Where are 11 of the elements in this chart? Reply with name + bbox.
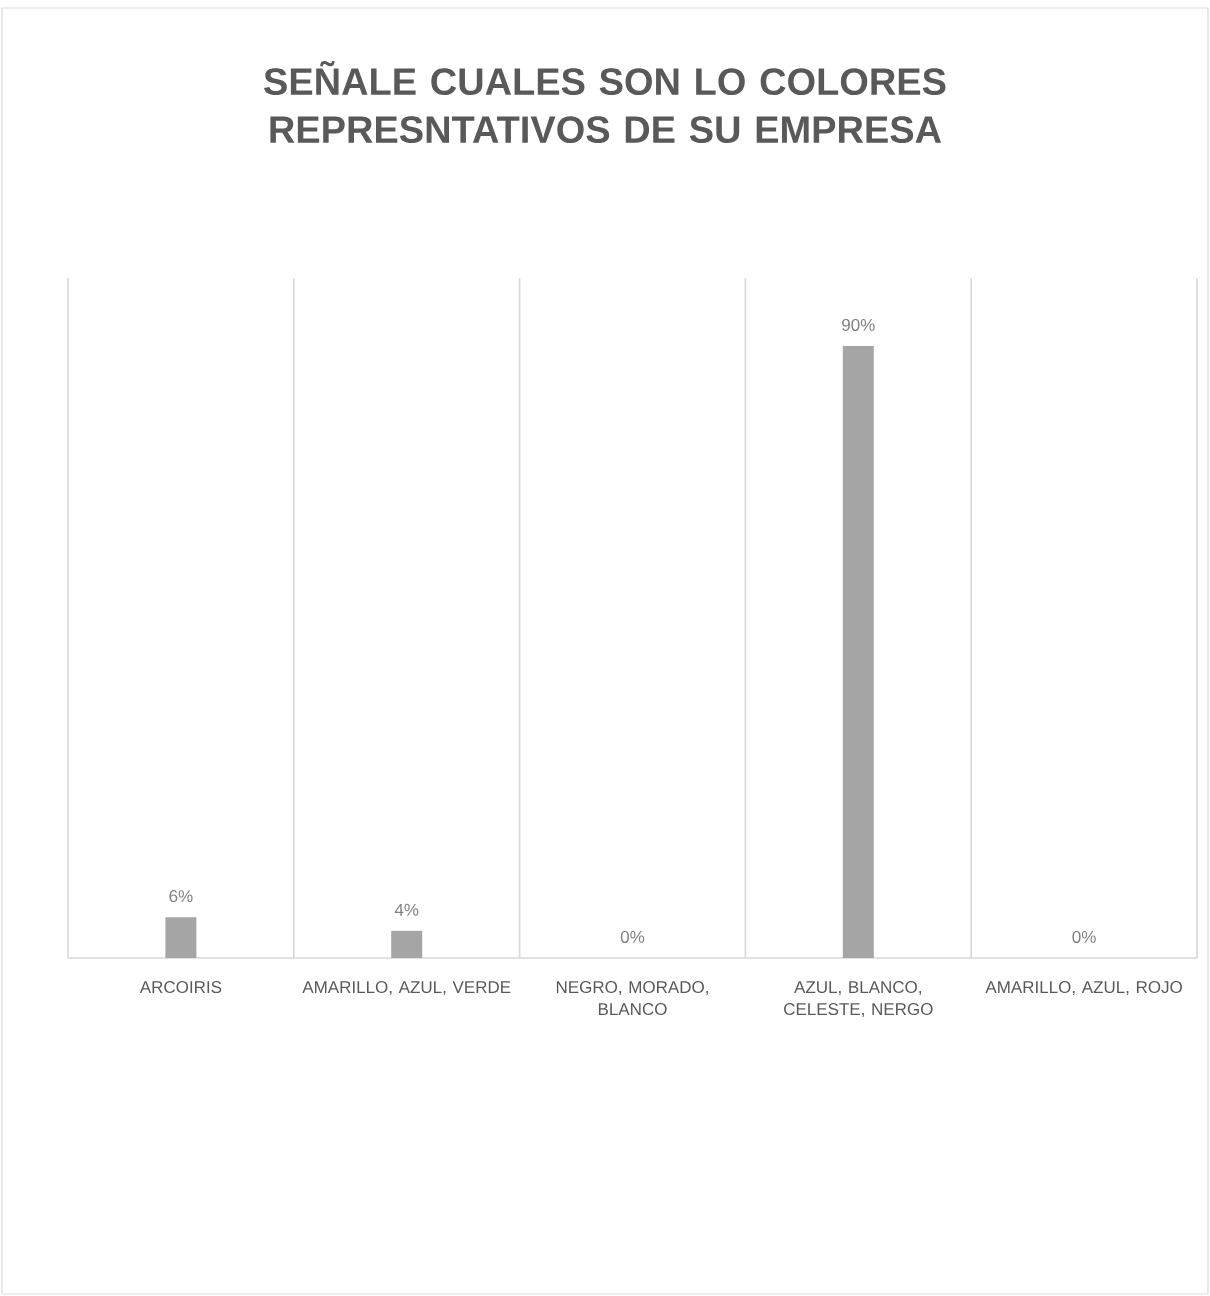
data-label: 90%: [842, 318, 875, 331]
x-tick-label: AZUL, BLANCO, CELESTE, NERGO: [784, 981, 933, 1018]
data-label: 6%: [169, 890, 193, 903]
chart-title: SEÑALE CUALES SON LO COLORES REPRESNTATIVOS DE SU EMPRESA: [264, 60, 946, 144]
data-label: 0%: [620, 930, 645, 943]
x-tick-label: AMARILLO, AZUL, ROJO: [985, 981, 1182, 996]
x-tick-label: NEGRO, MORADO, BLANCO: [556, 981, 708, 1016]
data-label: 0%: [1072, 930, 1096, 943]
x-tick-label: AMARILLO, AZUL, VERDE: [302, 981, 511, 996]
data-label: 4%: [394, 903, 419, 916]
x-tick-label: ARCOIRIS: [139, 981, 222, 994]
